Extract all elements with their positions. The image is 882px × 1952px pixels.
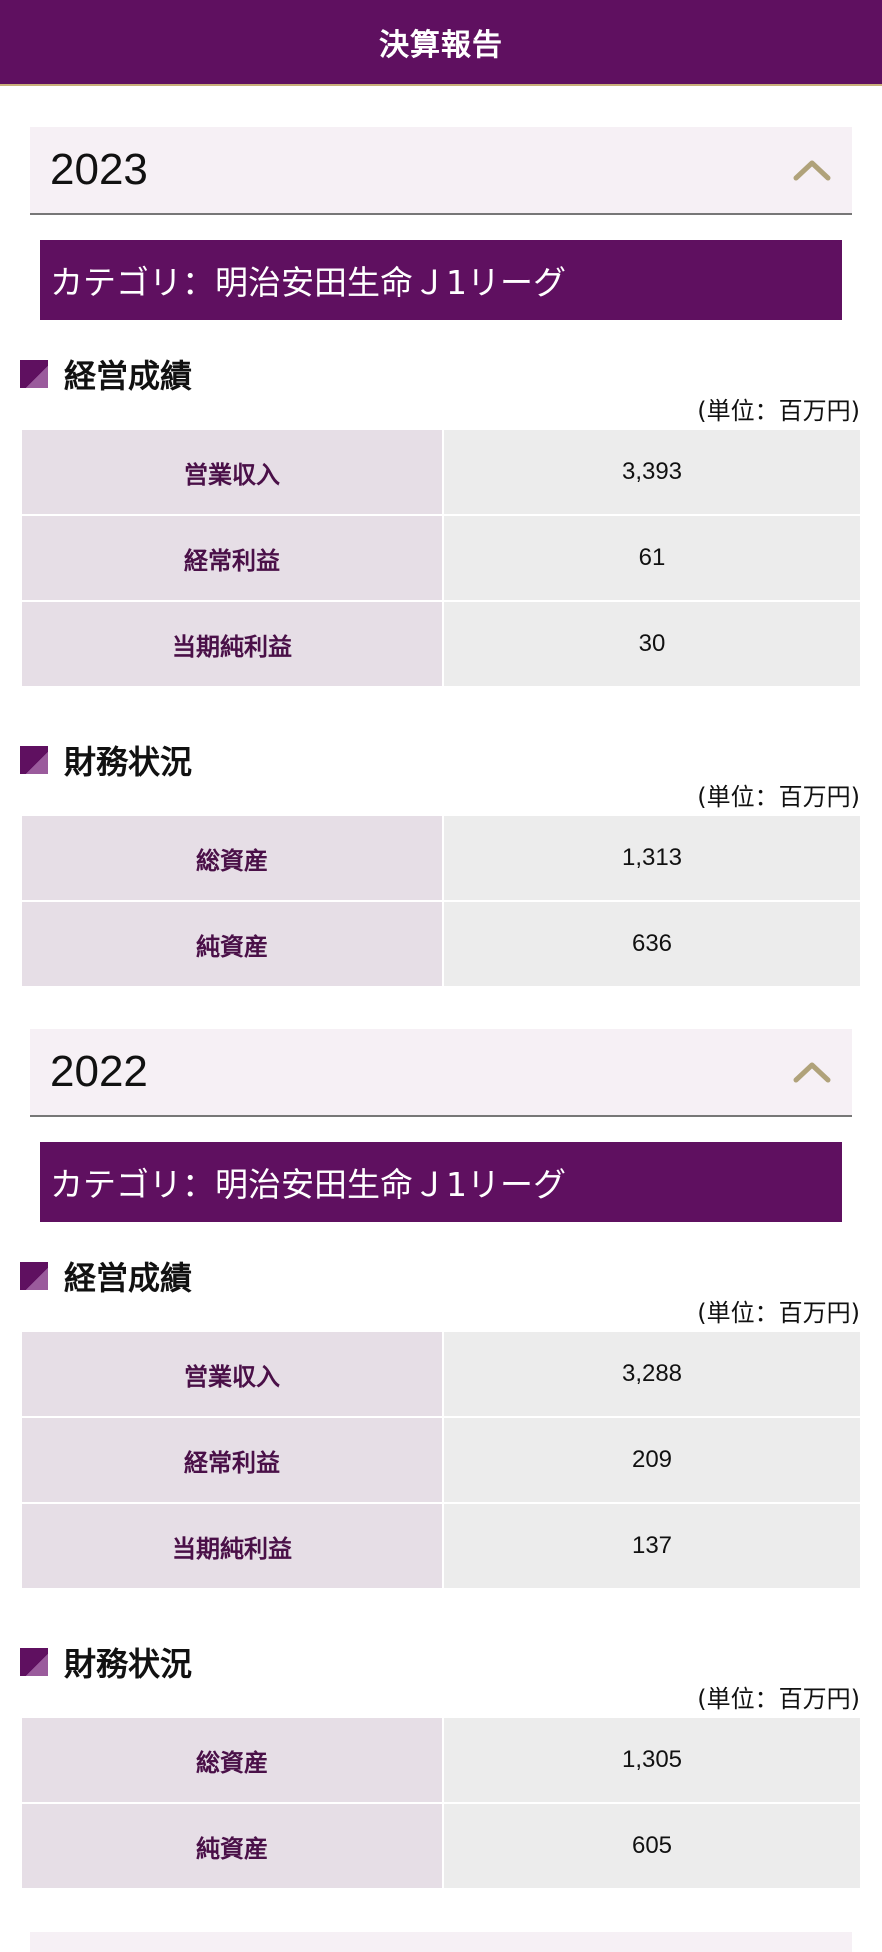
year-section-2022: 2022 カテゴリ：明治安田生命Ｊ1リーグ 経営成績 (単位：百万円) 営業収入… [0,1029,882,1890]
table-row: 純資産 636 [22,902,860,986]
category-banner: カテゴリ：明治安田生命Ｊ1リーグ [40,240,842,320]
row-label: 総資産 [22,816,444,900]
section-heading-finance: 財務状況 [20,740,882,781]
row-value: 209 [444,1418,860,1502]
row-value: 3,288 [444,1332,860,1416]
square-bullet-icon [20,746,48,774]
table-row: 当期純利益 137 [22,1504,860,1588]
results-table: 営業収入 3,288 経常利益 209 当期純利益 137 [22,1330,860,1590]
row-label: 総資産 [22,1718,444,1802]
section-title: 財務状況 [64,743,193,781]
results-table: 営業収入 3,393 経常利益 61 当期純利益 30 [22,428,860,688]
table-row: 総資産 1,313 [22,816,860,900]
table-row: 営業収入 3,393 [22,430,860,514]
table-row: 経常利益 61 [22,516,860,600]
row-label: 当期純利益 [22,1504,444,1588]
year-section-2023: 2023 カテゴリ：明治安田生命Ｊ1リーグ 経営成績 (単位：百万円) 営業収入… [0,127,882,988]
row-value: 636 [444,902,860,986]
row-value: 30 [444,602,860,686]
unit-label: (単位：百万円) [697,397,860,425]
next-year-accordion-header[interactable] [30,1932,852,1952]
year-label: 2023 [50,145,148,194]
section-heading-finance: 財務状況 [20,1642,882,1683]
table-row: 総資産 1,305 [22,1718,860,1802]
row-value: 3,393 [444,430,860,514]
year-label: 2022 [50,1047,148,1096]
row-value: 61 [444,516,860,600]
row-label: 営業収入 [22,430,444,514]
category-banner: カテゴリ：明治安田生命Ｊ1リーグ [40,1142,842,1222]
row-label: 純資産 [22,902,444,986]
unit-label: (単位：百万円) [697,1685,860,1713]
row-value: 137 [444,1504,860,1588]
row-value: 1,305 [444,1718,860,1802]
square-bullet-icon [20,1648,48,1676]
row-label: 営業収入 [22,1332,444,1416]
unit-label: (単位：百万円) [697,1299,860,1327]
row-value: 1,313 [444,816,860,900]
table-row: 当期純利益 30 [22,602,860,686]
chevron-up-icon[interactable] [792,158,832,182]
square-bullet-icon [20,1262,48,1290]
row-label: 経常利益 [22,1418,444,1502]
row-label: 純資産 [22,1804,444,1888]
square-bullet-icon [20,360,48,388]
chevron-up-icon[interactable] [792,1060,832,1084]
table-row: 純資産 605 [22,1804,860,1888]
finance-table: 総資産 1,313 純資産 636 [22,814,860,988]
table-row: 営業収入 3,288 [22,1332,860,1416]
section-title: 経営成績 [64,1259,193,1297]
year-accordion-header[interactable]: 2022 [30,1029,852,1117]
section-title: 経営成績 [64,357,193,395]
page-header: 決算報告 [0,0,882,86]
row-label: 当期純利益 [22,602,444,686]
table-row: 経常利益 209 [22,1418,860,1502]
finance-table: 総資産 1,305 純資産 605 [22,1716,860,1890]
section-heading-results: 経営成績 [20,354,882,395]
row-value: 605 [444,1804,860,1888]
row-label: 経常利益 [22,516,444,600]
section-title: 財務状況 [64,1645,193,1683]
year-accordion-header[interactable]: 2023 [30,127,852,215]
page-title: 決算報告 [379,28,503,63]
unit-label: (単位：百万円) [697,783,860,811]
section-heading-results: 経営成績 [20,1256,882,1297]
